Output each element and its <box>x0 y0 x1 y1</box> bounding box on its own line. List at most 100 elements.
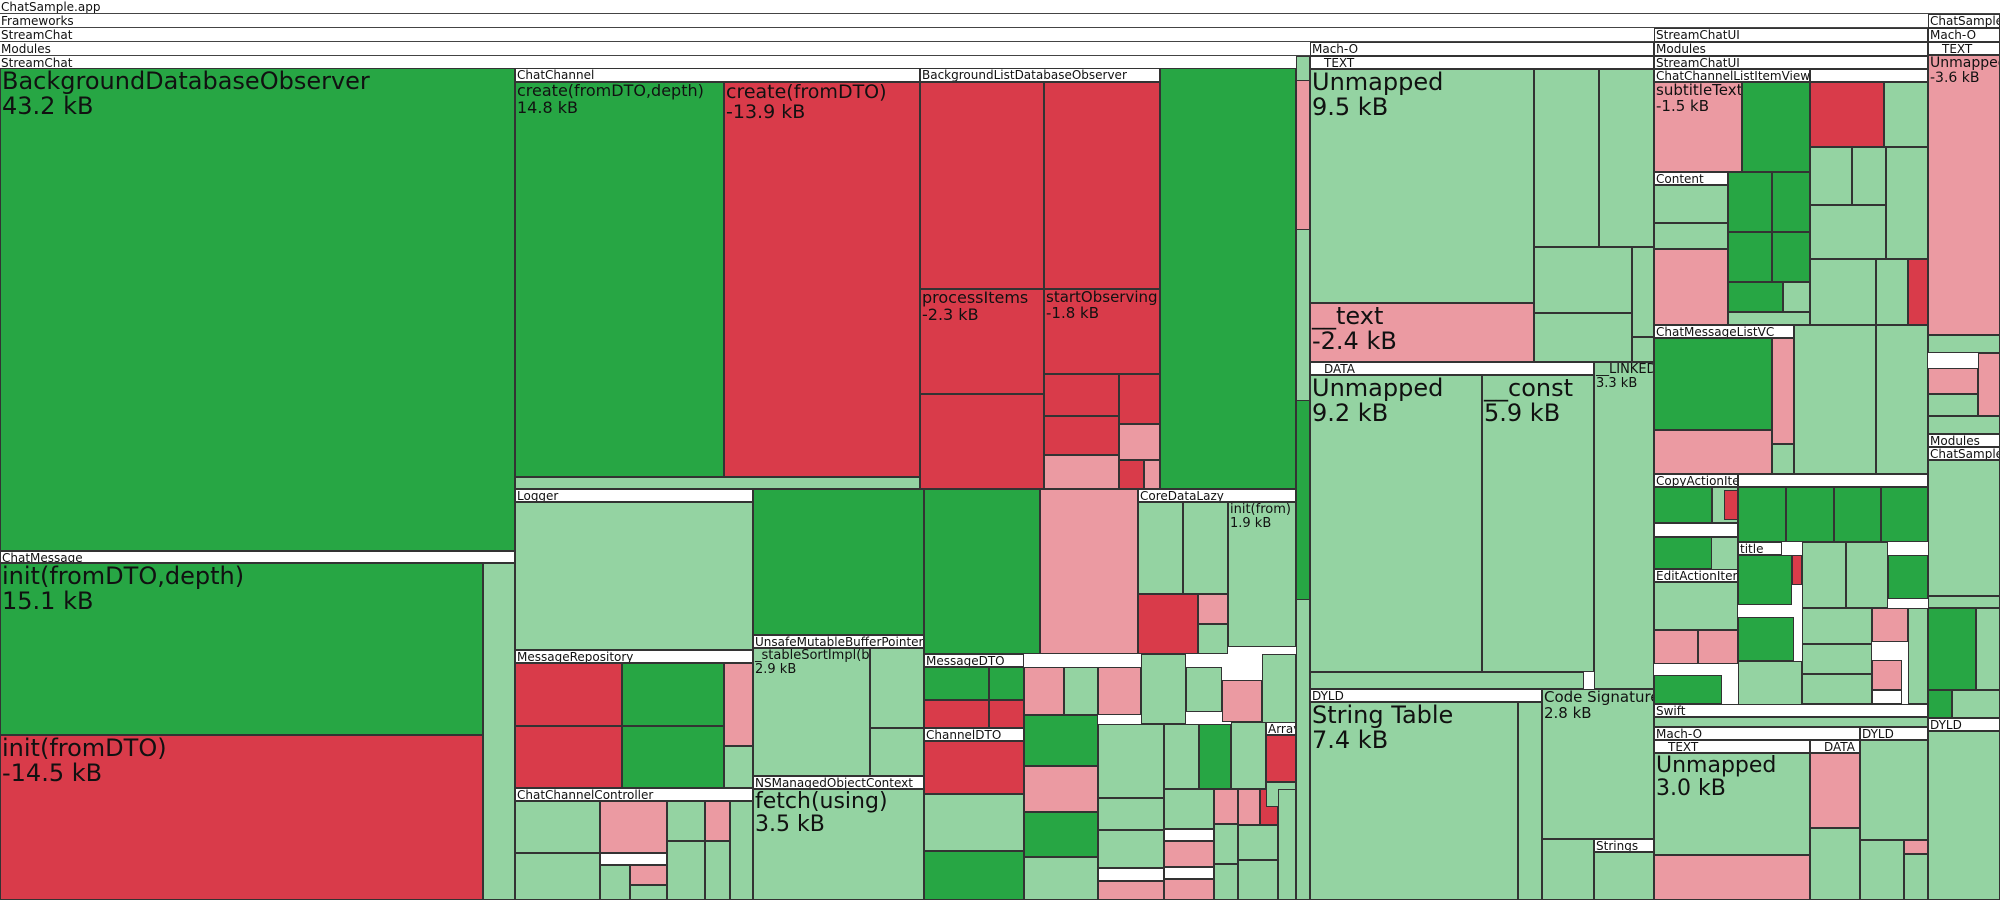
tile-content-g[interactable] <box>1772 232 1810 282</box>
tile-chat-channel-create[interactable]: create(fromDTO) -13.9 kB <box>724 82 920 477</box>
tile-dyld-misc[interactable] <box>1518 702 1542 900</box>
tile-liv-d[interactable] <box>1884 82 1928 147</box>
tile-cs-g[interactable] <box>1928 596 2000 608</box>
tile-content-o[interactable] <box>1810 259 1876 325</box>
tile-md-d[interactable] <box>989 700 1024 728</box>
tile-cdl-c[interactable] <box>1138 594 1198 654</box>
tile-bg-list-b[interactable] <box>1044 82 1160 289</box>
tile-cs-i[interactable] <box>1976 608 2000 690</box>
tile-ui-dyld-d[interactable] <box>1904 854 1928 900</box>
tile-unsafe-c[interactable] <box>870 728 924 776</box>
tile-cs-d[interactable] <box>1978 353 2000 416</box>
tile-cai-e[interactable] <box>1738 474 1928 487</box>
tile-eai-g[interactable] <box>1802 608 1872 644</box>
tile-eai-b[interactable] <box>1654 630 1698 664</box>
group-streamchatui-module[interactable]: StreamChatUI <box>1654 56 1928 69</box>
tile-cdl-b[interactable] <box>1183 502 1228 594</box>
tile-cd-x[interactable] <box>1238 789 1260 825</box>
group-message-repository[interactable]: MessageRepository <box>515 650 753 663</box>
tile-cc-b[interactable] <box>600 801 667 853</box>
tile-liv-b[interactable] <box>1810 69 1928 82</box>
tile-md-e[interactable] <box>1024 667 1064 715</box>
tile-bg-list-j[interactable] <box>1144 460 1160 489</box>
tile-mlvc-b[interactable] <box>1654 430 1772 474</box>
tile-cs-c[interactable] <box>1928 394 1978 416</box>
tile-eai-h[interactable] <box>1802 644 1872 674</box>
tile-cd-j[interactable] <box>1098 830 1164 868</box>
tile-eai-f[interactable] <box>1738 661 1802 705</box>
tile-unsafe-b[interactable] <box>870 648 924 728</box>
tile-cai-f[interactable] <box>1738 487 1786 542</box>
tile-cs-dyld[interactable] <box>1928 731 2000 900</box>
group-ui-dyld[interactable]: DYLD <box>1860 727 1928 740</box>
group-chat-channel-controller[interactable]: ChatChannelController <box>515 788 753 801</box>
tile-cd-k[interactable] <box>1098 868 1164 881</box>
tile-macho-t4[interactable] <box>1632 247 1654 337</box>
tile-cd-g[interactable] <box>1024 857 1098 900</box>
tile-content-h[interactable] <box>1728 282 1783 312</box>
tile-cd-s[interactable] <box>1164 841 1214 867</box>
group-macho[interactable]: Mach-O <box>1310 42 1654 56</box>
tile-cc-h[interactable] <box>630 865 667 885</box>
tile-cc-k[interactable] <box>600 865 630 900</box>
group-chatsample-module[interactable]: ChatSample <box>1928 447 2000 460</box>
group-ui-data[interactable]: __DATA <box>1810 740 1860 753</box>
tile-eai-a[interactable] <box>1654 582 1738 630</box>
tile-cai-g[interactable] <box>1786 487 1834 542</box>
tile-content-q[interactable] <box>1908 259 1928 325</box>
tile-content-f[interactable] <box>1728 232 1772 282</box>
tile-chat-message-misc[interactable] <box>483 563 515 900</box>
tile-cdl-a[interactable] <box>1138 502 1183 594</box>
tile-cs-f[interactable] <box>1928 460 2000 596</box>
tile-liv-c[interactable] <box>1810 82 1884 147</box>
group-copy-action-item[interactable]: CopyActionItem <box>1654 474 1738 487</box>
tile-cs-b[interactable] <box>1928 368 1978 394</box>
group-macho-text[interactable]: __TEXT <box>1310 56 1654 69</box>
tile-streamchat-large-green[interactable] <box>1160 68 1296 489</box>
tile-process-items[interactable]: processItems -2.3 kB <box>920 289 1044 394</box>
tile-title-a[interactable] <box>1738 555 1792 605</box>
tile-mlvc-a[interactable] <box>1654 338 1772 430</box>
group-chatsample-text[interactable]: __TEXT <box>1928 42 2000 55</box>
tile-cc-f[interactable] <box>515 853 600 900</box>
tile-content-l[interactable] <box>1852 147 1886 205</box>
tile-eai-k[interactable] <box>1872 690 1902 704</box>
tile-cd-p[interactable] <box>1164 789 1214 829</box>
tile-cd-l[interactable] <box>1098 881 1164 900</box>
tile-start-observing[interactable]: startObserving -1.8 kB <box>1044 289 1160 374</box>
tile-eai-e[interactable] <box>1738 617 1794 661</box>
tile-cai-a[interactable] <box>1654 487 1712 523</box>
tile-dyld-misc3[interactable] <box>1542 839 1594 900</box>
tile-cs-e[interactable] <box>1928 416 2000 434</box>
tile-eai-m[interactable] <box>1908 608 1928 704</box>
group-chatsample-macho[interactable]: Mach-O <box>1928 28 2000 42</box>
tile-streamchat-green-b[interactable] <box>924 489 1040 654</box>
tile-cc-d[interactable] <box>705 801 730 841</box>
tile-cd-q[interactable] <box>1214 789 1238 824</box>
tile-cd-r[interactable] <box>1164 829 1214 841</box>
tile-array-c[interactable] <box>1278 789 1296 900</box>
tile-mr-f[interactable] <box>724 746 753 788</box>
tile-macho-t6[interactable] <box>1632 337 1654 362</box>
tile-content-e[interactable] <box>1772 172 1810 232</box>
group-array[interactable]: Array <box>1266 722 1296 735</box>
tile-cdl-d[interactable] <box>1198 594 1228 624</box>
tile-title-e[interactable] <box>1792 555 1802 585</box>
tile-md-b[interactable] <box>989 667 1024 700</box>
tile-mr-d[interactable] <box>515 726 622 788</box>
group-chatsample[interactable]: ChatSample <box>1928 14 2000 28</box>
group-dyld[interactable]: DYLD <box>1310 689 1542 702</box>
tile-cd-b[interactable] <box>924 794 1024 851</box>
tile-chat-message-init-depth[interactable]: init(fromDTO,depth) 15.1 kB <box>0 563 483 735</box>
tile-content-a[interactable] <box>1654 185 1728 223</box>
tile-eai-d[interactable] <box>1654 675 1722 704</box>
tile-md-c[interactable] <box>924 700 989 728</box>
tile-bg-list-h[interactable] <box>1044 455 1119 489</box>
tile-cs-k[interactable] <box>1952 690 2000 718</box>
tile-macho-t3[interactable] <box>1534 247 1632 313</box>
tile-cd-d[interactable] <box>1024 715 1098 766</box>
tile-cd-h[interactable] <box>1098 724 1164 798</box>
tile-subtitle-text[interactable]: subtitleText -1.5 kB <box>1654 82 1742 172</box>
tile-title-b[interactable] <box>1802 542 1846 608</box>
group-core-data-lazy[interactable]: CoreDataLazy <box>1138 489 1296 502</box>
